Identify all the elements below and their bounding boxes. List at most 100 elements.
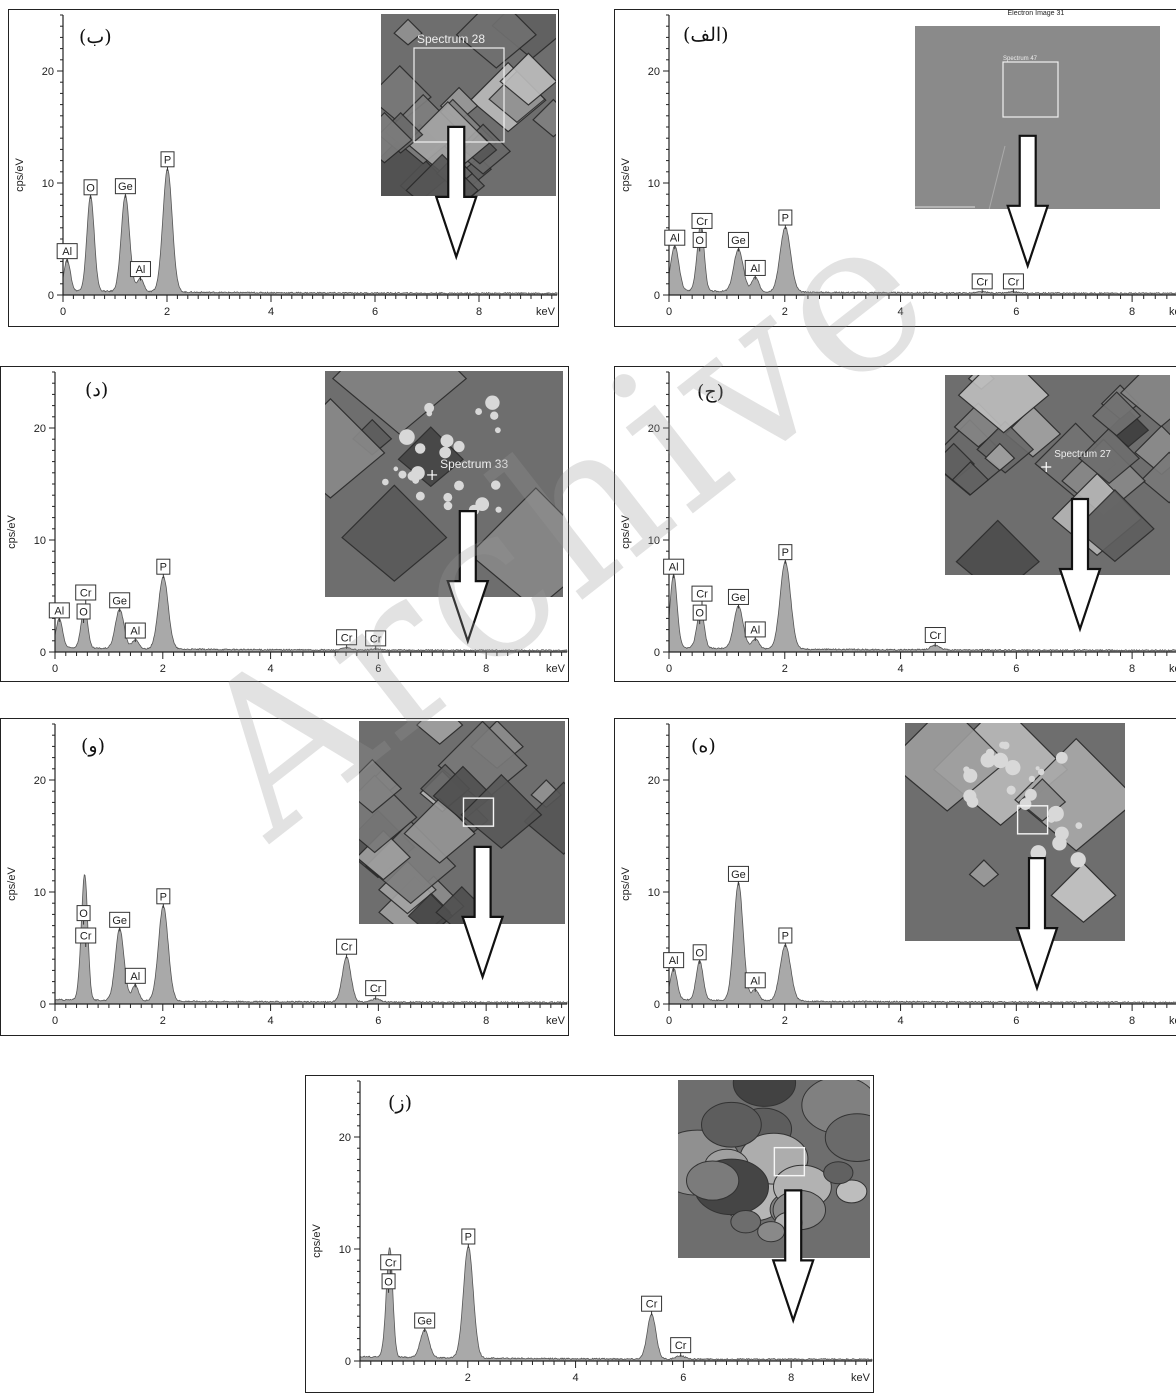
- pointer-arrow: [1006, 134, 1050, 270]
- x-tick-label: 4: [268, 663, 274, 675]
- y-axis-label: cps/eV: [620, 158, 632, 192]
- peak-label-cr: Cr: [75, 927, 97, 947]
- x-tick-label: 0: [60, 306, 66, 318]
- svg-text:Al: Al: [750, 975, 760, 987]
- inset-spectrum-label: Spectrum 47: [1003, 56, 1038, 62]
- peak-label-al: Al: [129, 261, 151, 281]
- svg-text:Cr: Cr: [341, 942, 353, 954]
- svg-text:Cr: Cr: [675, 1340, 687, 1352]
- inset-title: Electron Image 31: [1007, 10, 1065, 17]
- svg-text:O: O: [695, 235, 704, 247]
- x-axis-label: keV: [546, 663, 566, 675]
- pointer-arrow: [771, 1189, 815, 1324]
- y-tick-label: 10: [42, 178, 54, 190]
- svg-text:P: P: [160, 562, 167, 574]
- peak-label-ge: Ge: [109, 592, 131, 612]
- peak-label-al: Al: [744, 259, 766, 280]
- peak-label-cr: Cr: [691, 585, 713, 606]
- svg-text:Cr: Cr: [341, 632, 353, 644]
- peak-label-cr: Cr: [75, 584, 97, 604]
- panel-jim: 0 2 4 6 8 0 10 20 keV cps/eV Al O Cr Ge Al P Cr (ج) Spec…: [614, 366, 1176, 682]
- x-tick-label: 8: [1129, 663, 1135, 675]
- sem-inset-image: [678, 1080, 870, 1258]
- svg-text:P: P: [160, 891, 167, 903]
- svg-text:Al: Al: [670, 233, 680, 245]
- peak-label-p: P: [461, 1228, 476, 1248]
- x-tick-label: 4: [268, 306, 274, 318]
- x-tick-label: 2: [782, 306, 788, 318]
- x-tick-label: 2: [160, 663, 166, 675]
- svg-text:Al: Al: [54, 605, 64, 617]
- sem-inset-image: Spectrum 27: [945, 375, 1170, 575]
- sem-inset-image: Electron Image 31 Spectrum 47: [915, 10, 1160, 209]
- x-tick-label: 6: [375, 663, 381, 675]
- x-tick-label: 6: [680, 1372, 686, 1384]
- peak-label-al: Al: [744, 621, 766, 641]
- sem-inset-image: [359, 721, 565, 924]
- x-tick-label: 4: [268, 1015, 274, 1027]
- peak-label-cr: Cr: [336, 938, 358, 959]
- svg-text:Cr: Cr: [929, 630, 941, 642]
- peak-label-p: P: [160, 151, 175, 171]
- peak-label-al: Al: [663, 952, 685, 972]
- svg-text:Al: Al: [136, 264, 146, 276]
- y-tick-label: 10: [339, 1244, 351, 1256]
- peak-label-cr: Cr: [691, 212, 713, 233]
- peak-label-cr: Cr: [1002, 273, 1024, 293]
- svg-text:Al: Al: [62, 246, 72, 258]
- y-axis-label: cps/eV: [14, 158, 26, 192]
- spectrum-area: [54, 576, 568, 653]
- svg-text:P: P: [164, 154, 171, 166]
- inset-spectrum-label: Spectrum 27: [1054, 449, 1111, 460]
- peak-label-cr: Cr: [380, 1254, 402, 1274]
- x-axis-label: keV: [1169, 306, 1176, 318]
- y-tick-label: 10: [34, 535, 46, 547]
- x-tick-label: 2: [465, 1372, 471, 1384]
- pointer-arrow: [1015, 857, 1059, 992]
- peak-label-ge: Ge: [727, 588, 749, 609]
- svg-text:Al: Al: [130, 626, 140, 638]
- peak-label-o: O: [381, 1273, 396, 1293]
- svg-text:O: O: [695, 608, 704, 620]
- spectrum-area: [62, 167, 558, 296]
- x-tick-label: 8: [476, 306, 482, 318]
- svg-text:O: O: [384, 1276, 393, 1288]
- x-tick-label: 6: [1013, 306, 1019, 318]
- svg-text:Cr: Cr: [370, 983, 382, 995]
- peak-label-cr: Cr: [365, 630, 387, 650]
- spectrum-chart: 0 2 4 6 8 0 10 20 keV cps/eV O Cr Ge Al P Cr Cr: [6, 723, 568, 1027]
- y-tick-label: 10: [648, 887, 660, 899]
- y-axis-label: cps/eV: [6, 867, 18, 901]
- svg-text:Cr: Cr: [80, 588, 92, 600]
- svg-text:Cr: Cr: [370, 633, 382, 645]
- peak-label-al: Al: [48, 602, 70, 622]
- spectrum-chart: 0 2 4 6 8 0 10 20 keV cps/eV Al O Cr Ge Al P Cr: [620, 371, 1176, 675]
- peak-label-al: Al: [56, 243, 78, 263]
- y-tick-label: 20: [648, 775, 660, 787]
- panel-label: (ج): [697, 381, 725, 403]
- peak-label-cr: Cr: [670, 1337, 692, 1357]
- y-tick-label: 10: [34, 887, 46, 899]
- svg-text:Ge: Ge: [118, 181, 133, 193]
- peak-label-ge: Ge: [109, 911, 131, 932]
- peak-label-cr: Cr: [336, 629, 358, 649]
- y-tick-label: 0: [40, 647, 46, 659]
- panel-he: 0 2 4 6 8 0 10 20 keV cps/eV Al O Ge Al P (ه): [614, 718, 1176, 1036]
- peak-label-o: O: [76, 905, 91, 925]
- peak-label-p: P: [778, 927, 793, 947]
- y-tick-label: 0: [654, 999, 660, 1011]
- inset-spectrum-label: Spectrum 28: [417, 32, 486, 46]
- x-tick-label: 6: [375, 1015, 381, 1027]
- panel-label: (ب): [79, 26, 112, 48]
- svg-text:O: O: [79, 607, 88, 619]
- svg-text:Al: Al: [750, 624, 760, 636]
- x-tick-label: 4: [897, 663, 903, 675]
- pointer-arrow: [446, 510, 490, 645]
- svg-text:Cr: Cr: [696, 589, 708, 601]
- x-tick-label: 6: [1013, 1015, 1019, 1027]
- svg-text:Ge: Ge: [112, 915, 127, 927]
- peak-label-p: P: [778, 544, 793, 564]
- y-tick-label: 0: [48, 290, 54, 302]
- panel-label: (ه): [691, 735, 716, 757]
- peak-label-o: O: [76, 603, 91, 623]
